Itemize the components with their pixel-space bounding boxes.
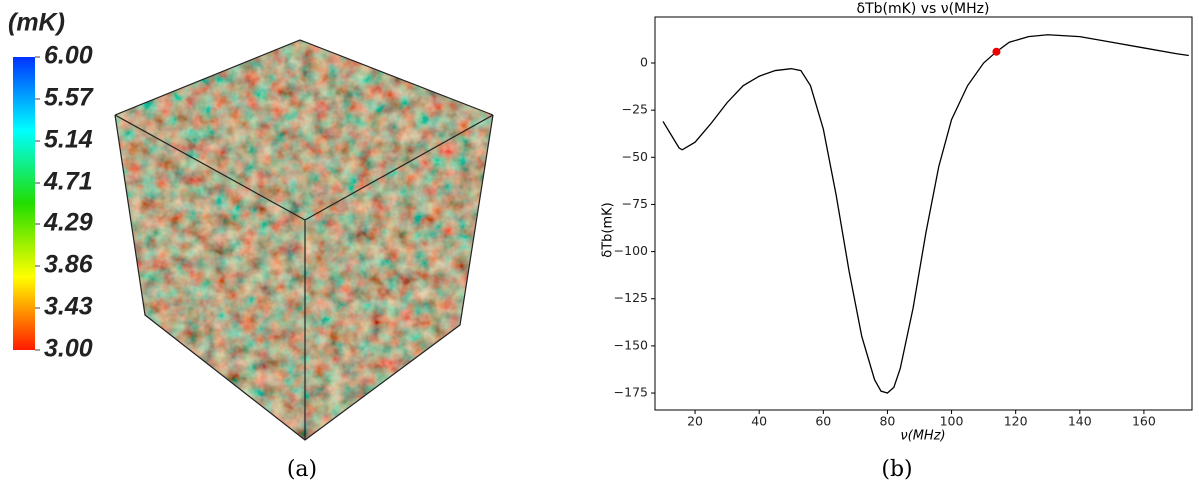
plot-frame	[654, 16, 1193, 411]
chart-title: δTb(mK) vs ν(MHz)	[857, 1, 990, 17]
caption: (a)	[287, 457, 317, 482]
y-tick-label: −175	[614, 385, 648, 400]
colorbar-tick-label: 5.14	[44, 126, 93, 154]
y-tick-label: −100	[614, 243, 648, 258]
y-tick-label: −150	[614, 337, 648, 352]
caption: (b)	[881, 457, 912, 482]
x-tick-label: 40	[751, 414, 767, 429]
y-axis-label: δTb(mK)	[601, 202, 616, 257]
x-tick-label: 100	[940, 414, 964, 429]
colorbar-tick-label: 3.86	[44, 251, 94, 279]
y-tick-label: −125	[614, 290, 648, 305]
point-marker	[992, 47, 1001, 56]
colorbar-tick-label: 3.43	[44, 293, 93, 321]
y-tick-label: −75	[622, 196, 648, 211]
x-tick-label: 140	[1068, 414, 1092, 429]
colorbar-tick-label: 6.00	[44, 42, 93, 70]
colorbar-title: (mK)	[8, 9, 65, 37]
x-tick-label: 20	[687, 414, 703, 429]
x-tick-label: 120	[1004, 414, 1028, 429]
x-tick-label: 60	[815, 414, 831, 429]
x-tick-label: 160	[1132, 414, 1156, 429]
y-tick-label: 0	[640, 55, 648, 70]
x-tick-label: 80	[879, 414, 895, 429]
colorbar	[13, 57, 35, 350]
data-line	[662, 34, 1189, 394]
colorbar-tick-label: 4.71	[43, 168, 93, 196]
cube-volume	[114, 39, 494, 441]
y-tick-label: −50	[622, 149, 648, 164]
y-tick-label: −25	[622, 102, 648, 117]
x-axis-label: ν(MHz)	[900, 429, 945, 444]
colorbar-tick-label: 4.29	[43, 209, 93, 237]
colorbar-tick-label: 3.00	[44, 335, 93, 363]
colorbar-tick-label: 5.57	[44, 84, 94, 112]
